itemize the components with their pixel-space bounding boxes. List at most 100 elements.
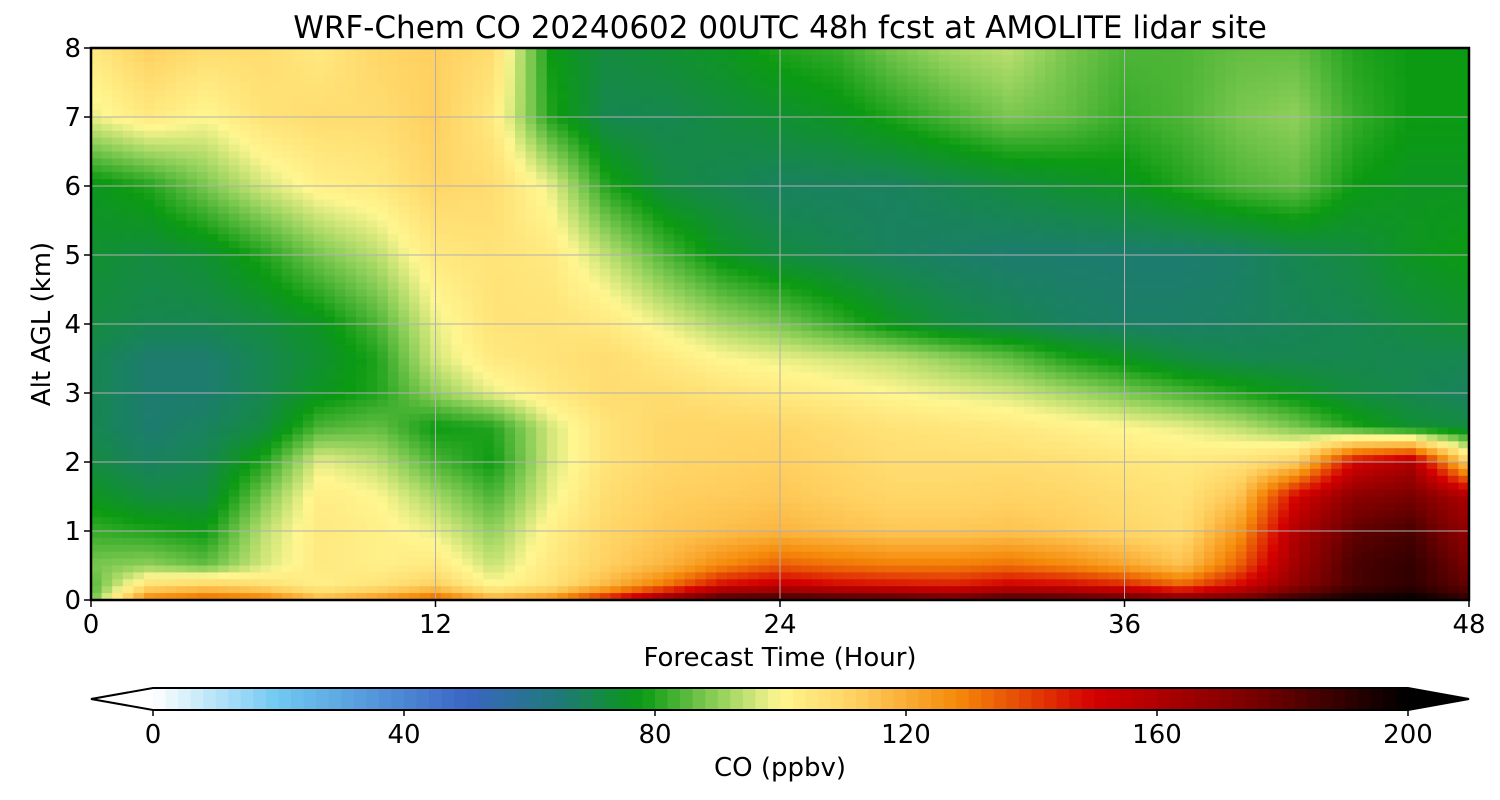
colorbar-segment <box>956 688 970 710</box>
colorbar-segment <box>165 688 179 710</box>
heatmap-row <box>91 399 1469 408</box>
colorbar-segment <box>993 688 1007 710</box>
colorbar-segment <box>981 688 995 710</box>
colorbar-segment <box>592 688 606 710</box>
colorbar-segment <box>617 688 631 710</box>
colorbar-segment <box>265 688 279 710</box>
colorbar-segment <box>642 688 656 710</box>
heatmap-row <box>91 130 1469 139</box>
x-tick-label: 24 <box>763 610 796 640</box>
heatmap-row <box>91 199 1469 208</box>
colorbar-segment <box>542 688 556 710</box>
heatmap-row <box>91 179 1469 187</box>
x-tick-label: 12 <box>419 610 452 640</box>
heatmap-row <box>91 358 1469 366</box>
colorbar <box>90 687 1470 711</box>
heatmap-row <box>91 551 1469 560</box>
colorbar-segment <box>906 688 920 710</box>
colorbar-segment <box>215 688 229 710</box>
x-tick-label: 36 <box>1108 610 1141 640</box>
colorbar-segment <box>1056 688 1070 710</box>
colorbar-segment <box>805 688 819 710</box>
colorbar-segment <box>1169 688 1183 710</box>
heatmap-row <box>91 82 1469 90</box>
colorbar-segment <box>943 688 957 710</box>
chart-title: WRF-Chem CO 20240602 00UTC 48h fcst at A… <box>293 10 1267 46</box>
colorbar-segment <box>818 688 832 710</box>
colorbar-segment <box>1295 688 1309 710</box>
heatmap-row <box>91 427 1469 435</box>
y-tick-label: 7 <box>64 103 81 133</box>
heatmap-row <box>91 593 1469 600</box>
colorbar-segment <box>767 688 781 710</box>
colorbar-segment <box>1031 688 1045 710</box>
colorbar-segment <box>1106 688 1120 710</box>
colorbar-segment <box>655 688 669 710</box>
heatmap-row <box>91 213 1469 222</box>
colorbar-segment <box>868 688 882 710</box>
colorbar-segment <box>567 688 581 710</box>
colorbar-segment <box>629 688 643 710</box>
colorbar-segment <box>466 688 480 710</box>
colorbar-segment <box>441 688 455 710</box>
heatmap-row <box>91 441 1469 449</box>
heatmap-row <box>91 317 1469 325</box>
heatmap-row <box>91 241 1469 249</box>
colorbar-segment <box>1069 688 1083 710</box>
heatmap-row <box>91 489 1469 498</box>
heatmap-row <box>91 117 1469 125</box>
y-tick-label: 2 <box>64 448 81 478</box>
heatmap-row <box>91 565 1469 573</box>
y-tick-label: 0 <box>64 586 81 616</box>
heatmap-row <box>91 365 1469 373</box>
colorbar-segment <box>830 688 844 710</box>
colorbar-segment <box>278 688 292 710</box>
colorbar-segment <box>1232 688 1246 710</box>
colorbar-segment <box>755 688 769 710</box>
colorbar-segment <box>303 688 317 710</box>
co-heatmap <box>91 48 1469 600</box>
colorbar-segment <box>1244 688 1258 710</box>
colorbar-segment <box>1282 688 1296 710</box>
y-tick-label: 6 <box>64 172 81 202</box>
heatmap-row <box>91 475 1469 484</box>
colorbar-segment <box>579 688 593 710</box>
colorbar-segment <box>228 688 242 710</box>
colorbar-segment <box>667 688 681 710</box>
colorbar-ticks: 0 40 80 120 160 200 <box>145 710 1433 750</box>
heatmap-row <box>91 413 1469 422</box>
heatmap-row <box>91 268 1469 277</box>
colorbar-segment <box>1018 688 1032 710</box>
colorbar-segment <box>516 688 530 710</box>
y-tick-label: 4 <box>64 310 81 340</box>
heatmap-row <box>91 151 1469 159</box>
colorbar-segment <box>880 688 894 710</box>
heatmap-row <box>91 517 1469 525</box>
x-tick-label: 48 <box>1452 610 1485 640</box>
heatmap-row <box>91 282 1469 291</box>
y-tick-label: 8 <box>64 34 81 64</box>
colorbar-segment <box>378 688 392 710</box>
colorbar-tick-label: 40 <box>387 720 420 750</box>
colorbar-segment <box>1081 688 1095 710</box>
colorbar-segment <box>429 688 443 710</box>
colorbar-segment <box>730 688 744 710</box>
colorbar-segment <box>604 688 618 710</box>
heatmap-row <box>91 310 1469 318</box>
colorbar-segment <box>328 688 342 710</box>
colorbar-segment <box>780 688 794 710</box>
heatmap-row <box>91 579 1469 587</box>
heatmap-row <box>91 531 1469 539</box>
colorbar-segment <box>404 688 418 710</box>
colorbar-label: CO (ppbv) <box>714 753 846 783</box>
heatmap-row <box>91 434 1469 442</box>
colorbar-segment <box>203 688 217 710</box>
heatmap-row <box>91 234 1469 242</box>
y-tick-label: 3 <box>64 379 81 409</box>
colorbar-segment <box>491 688 505 710</box>
heatmap-row <box>91 379 1469 387</box>
heatmap-row <box>91 289 1469 297</box>
colorbar-segment <box>1269 688 1283 710</box>
colorbar-segment <box>190 688 204 710</box>
